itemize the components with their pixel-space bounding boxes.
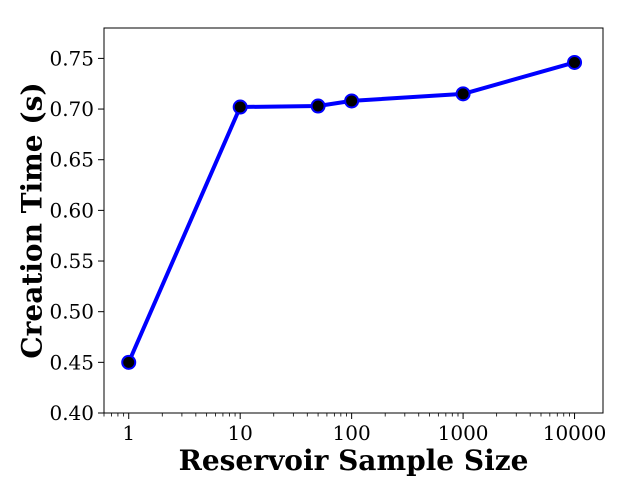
x-tick-label: 1000 (438, 421, 489, 445)
axis-ticks: 1 10 100 1000 10000 0.40 0.45 0.50 0.55 0.60 0.65 0… (49, 46, 606, 445)
y-tick-label: 0.40 (49, 401, 94, 425)
data-point (232, 99, 248, 115)
y-tick-label: 0.75 (49, 46, 94, 70)
data-point (310, 98, 326, 114)
data-point (121, 354, 137, 370)
series-line (126, 60, 576, 364)
data-series (121, 54, 583, 370)
x-tick-label: 10 (227, 421, 252, 445)
plot-area-frame (103, 27, 604, 414)
y-axis-label: Creation Time (s) (16, 82, 49, 358)
x-tick-label: 10000 (543, 421, 607, 445)
data-point (567, 54, 583, 70)
x-tick-label: 100 (333, 421, 371, 445)
y-tick-label: 0.50 (49, 300, 94, 324)
x-axis-label: Reservoir Sample Size (179, 444, 529, 477)
y-tick-label: 0.55 (49, 249, 94, 273)
data-point (455, 86, 471, 102)
y-tick-label: 0.65 (49, 148, 94, 172)
y-tick-label: 0.45 (49, 350, 94, 374)
data-point (344, 93, 360, 109)
y-tick-label: 0.60 (49, 198, 94, 222)
x-tick-label: 1 (122, 421, 135, 445)
y-tick-label: 0.70 (49, 97, 94, 121)
